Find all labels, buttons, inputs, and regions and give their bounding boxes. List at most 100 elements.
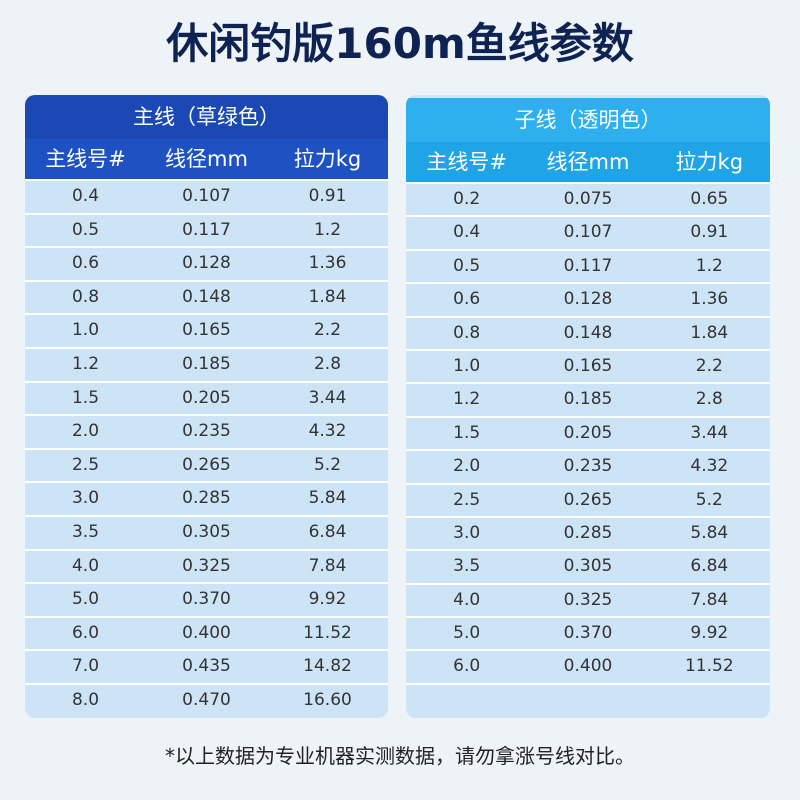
table-cell: 0.305 bbox=[563, 556, 613, 577]
table-row: 1.0 0.165 2.2 bbox=[25, 313, 388, 347]
table-cell: 3.0 bbox=[453, 522, 481, 543]
table-cell: 9.92 bbox=[690, 623, 729, 644]
table-cell: 0.2 bbox=[453, 189, 481, 209]
table-cell: 1.36 bbox=[690, 289, 729, 310]
table-cell: 11.52 bbox=[684, 656, 734, 677]
table-cell: 0.205 bbox=[182, 387, 231, 408]
table-cell: 1.2 bbox=[71, 353, 100, 374]
table-cell: 0.325 bbox=[182, 555, 231, 576]
table-cell: 0.285 bbox=[563, 522, 613, 543]
table-row: 0.5 0.117 1.2 bbox=[406, 248, 770, 282]
table-cell: 3.0 bbox=[71, 488, 100, 509]
table-cell: 1.2 bbox=[695, 255, 723, 276]
leader-line-table: 子线（透明色） 主线号# 线径mm 拉力kg 0.2 0.075 0.65 0.4 0.107 0… bbox=[406, 95, 770, 718]
table-row: 4.0 0.325 7.84 bbox=[406, 582, 770, 616]
table-cell: 0.8 bbox=[71, 286, 100, 307]
table-cell: 0.185 bbox=[563, 389, 613, 410]
table-cell: 0.117 bbox=[182, 219, 231, 240]
table-cell: 2.5 bbox=[453, 489, 481, 510]
table-cell: 0.6 bbox=[71, 253, 100, 274]
table-row: 2.0 0.235 4.32 bbox=[406, 449, 770, 482]
table-row: 2.0 0.235 4.32 bbox=[25, 414, 388, 448]
column-header: 拉力kg bbox=[675, 150, 744, 174]
table-cell: 0.235 bbox=[563, 456, 613, 477]
table-cell: 6.0 bbox=[453, 656, 481, 677]
table-row: 0.6 0.128 1.36 bbox=[25, 246, 388, 280]
table-row: 1.0 0.165 2.2 bbox=[406, 348, 770, 382]
table-cell: 11.52 bbox=[303, 622, 352, 643]
table-row: 2.5 0.265 5.2 bbox=[25, 447, 388, 482]
table-row: 0.6 0.128 1.36 bbox=[406, 282, 770, 315]
table-cell: 0.205 bbox=[563, 422, 613, 443]
main-line-table: 主线（草绿色） 主线号# 线径mm 拉力kg 0.4 0.107 0.91 0.5 0.117 1… bbox=[25, 95, 388, 718]
table-cell: 0.91 bbox=[308, 186, 347, 206]
table-cell: 6.84 bbox=[690, 556, 729, 577]
table-cell: 5.0 bbox=[71, 589, 100, 610]
table-cell: 0.65 bbox=[690, 189, 729, 209]
table-cell: 3.5 bbox=[453, 556, 481, 577]
table-cell: 0.165 bbox=[182, 320, 231, 341]
table-cell: 7.0 bbox=[71, 656, 100, 677]
table-row: 1.5 0.205 3.44 bbox=[25, 380, 388, 415]
table-row: 0.4 0.107 0.91 bbox=[25, 179, 388, 213]
table-cell: 0.370 bbox=[182, 589, 231, 610]
table-cell: 4.32 bbox=[308, 421, 347, 442]
table-cell: 1.84 bbox=[308, 286, 347, 307]
table-cell: 2.5 bbox=[71, 454, 100, 475]
table-cell: 0.6 bbox=[453, 289, 481, 310]
table-cell: 9.92 bbox=[308, 589, 347, 610]
table-cell: 0.400 bbox=[563, 656, 613, 677]
table-cell: 2.0 bbox=[71, 421, 100, 442]
table-cell: 16.60 bbox=[303, 689, 352, 710]
table-row: 8.0 0.470 16.60 bbox=[25, 682, 388, 717]
table-row: 4.0 0.325 7.84 bbox=[25, 548, 388, 583]
table-cell: 0.148 bbox=[563, 322, 613, 343]
table-row: 2.5 0.265 5.2 bbox=[406, 482, 770, 516]
table-cell: 0.285 bbox=[182, 488, 231, 509]
table-cell: 0.370 bbox=[563, 623, 613, 644]
column-header: 线径mm bbox=[165, 147, 248, 171]
table-cell: 2.2 bbox=[695, 355, 723, 376]
table-cell: 2.8 bbox=[313, 353, 342, 374]
table-cell: 14.82 bbox=[303, 656, 352, 677]
table-row: 1.2 0.185 2.8 bbox=[406, 382, 770, 415]
table-cell: 0.435 bbox=[182, 656, 231, 677]
table-cell: 3.44 bbox=[308, 387, 347, 408]
table-row: 1.5 0.205 3.44 bbox=[406, 415, 770, 449]
table-cell: 0.107 bbox=[182, 186, 231, 206]
table-row: 1.2 0.185 2.8 bbox=[25, 346, 388, 381]
table-row: 3.5 0.305 6.84 bbox=[406, 549, 770, 582]
column-header: 主线号# bbox=[426, 150, 507, 174]
table-row: 3.0 0.285 5.84 bbox=[25, 481, 388, 515]
table-cell: 1.0 bbox=[71, 320, 100, 341]
table-cell: 0.117 bbox=[563, 255, 613, 276]
column-header: 拉力kg bbox=[293, 147, 362, 171]
table-cell: 0.325 bbox=[563, 589, 613, 610]
table-cell: 1.84 bbox=[690, 322, 729, 343]
table-cell: 0.075 bbox=[563, 189, 613, 209]
table-cell: 0.128 bbox=[182, 253, 231, 274]
column-header: 线径mm bbox=[546, 150, 630, 174]
table-cell: 0.8 bbox=[453, 322, 481, 343]
table-cell: 6.0 bbox=[71, 622, 100, 643]
table-cell: 0.107 bbox=[563, 222, 613, 243]
table-cell: 2.2 bbox=[313, 320, 342, 341]
table-cell: 0.128 bbox=[563, 289, 613, 310]
table-cell: 0.265 bbox=[182, 454, 231, 475]
table-cell: 0.4 bbox=[71, 186, 100, 206]
table-row: 6.0 0.400 11.52 bbox=[25, 615, 388, 650]
table-cell: 1.36 bbox=[308, 253, 347, 274]
table-cell: 1.2 bbox=[453, 389, 481, 410]
table-cell: 1.5 bbox=[453, 422, 481, 443]
table-cell: 0.165 bbox=[563, 355, 613, 376]
table-cell: 7.84 bbox=[690, 589, 729, 610]
table-cell: 0.4 bbox=[453, 222, 481, 243]
table-row: 7.0 0.435 14.82 bbox=[25, 649, 388, 683]
table-cell: 8.0 bbox=[71, 689, 100, 710]
table-row: 5.0 0.370 9.92 bbox=[406, 616, 770, 649]
table-cell: 3.44 bbox=[690, 422, 729, 443]
table-cell: 5.2 bbox=[313, 454, 342, 475]
footnote: *以上数据为专业机器实测数据，请勿拿涨号线对比。 bbox=[165, 744, 635, 768]
table-cell: 1.0 bbox=[453, 355, 481, 376]
